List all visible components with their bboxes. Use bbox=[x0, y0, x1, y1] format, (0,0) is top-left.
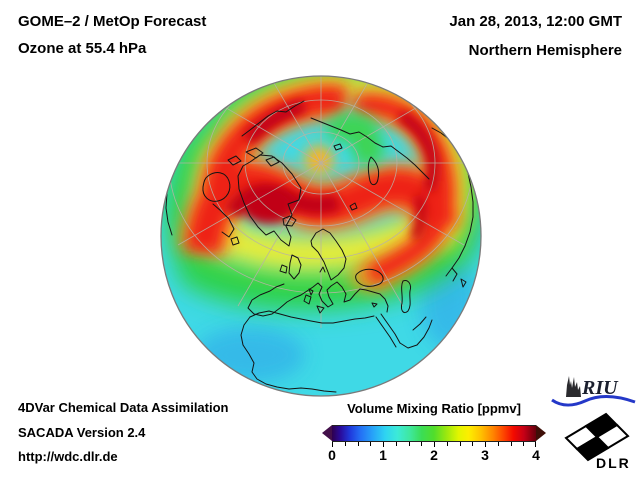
colorbar-title: Volume Mixing Ratio [ppmv] bbox=[347, 401, 521, 416]
coast-red-sea-west bbox=[375, 316, 397, 348]
coast-korea bbox=[451, 267, 458, 282]
riu-logo: RIU bbox=[551, 376, 636, 407]
colorbar-gradient bbox=[332, 425, 536, 442]
colorbar-arrow-left bbox=[322, 425, 332, 441]
tick-label-1: 1 bbox=[379, 447, 387, 463]
plot-title: GOME–2 / MetOp Forecast bbox=[18, 13, 207, 30]
coast-black-sea bbox=[355, 268, 384, 287]
coast-hudson-bay bbox=[202, 172, 231, 202]
coast-white-sea bbox=[349, 202, 358, 211]
coast-labrador bbox=[212, 203, 235, 238]
tick-label-4: 4 bbox=[532, 447, 540, 463]
coast-europe-mediterranean bbox=[247, 281, 389, 317]
footer-assimilation: 4DVar Chemical Data Assimilation bbox=[18, 400, 229, 415]
coast-north-africa bbox=[249, 310, 375, 324]
globe-outline bbox=[160, 75, 482, 397]
dlr-logo-text: DLR bbox=[596, 455, 631, 471]
coast-arctic-island-1 bbox=[245, 147, 264, 159]
coast-arctic-island-3 bbox=[227, 155, 242, 166]
coast-iceland bbox=[282, 215, 297, 227]
coast-corsica bbox=[308, 288, 314, 296]
footer-url: http://wdc.dlr.de bbox=[18, 449, 118, 464]
dlr-logo: DLR bbox=[564, 412, 631, 471]
coast-newfoundland bbox=[230, 236, 240, 246]
footer-version: SACADA Version 2.4 bbox=[18, 425, 146, 440]
coast-ireland bbox=[279, 264, 288, 274]
plot-subtitle: Ozone at 55.4 hPa bbox=[18, 40, 147, 57]
plot-region: Northern Hemisphere bbox=[468, 42, 622, 59]
coast-west-africa bbox=[240, 316, 337, 393]
coast-japan bbox=[460, 278, 467, 288]
colorbar: 0 1 2 3 4 bbox=[322, 425, 546, 465]
coast-arctic-island-2 bbox=[265, 156, 280, 167]
rhine-wave-icon bbox=[551, 395, 636, 407]
cathedral-icon bbox=[566, 376, 581, 397]
coast-scandinavia bbox=[310, 228, 347, 281]
coast-cyprus bbox=[371, 302, 378, 308]
plot-datetime: Jan 28, 2013, 12:00 GMT bbox=[449, 13, 622, 30]
coast-caspian-sea bbox=[401, 280, 411, 314]
coast-denmark bbox=[319, 266, 326, 273]
coast-alaska-bering bbox=[241, 100, 305, 137]
tick-label-2: 2 bbox=[430, 447, 438, 463]
coast-siberia-arctic bbox=[310, 117, 430, 180]
coast-arabia bbox=[399, 319, 433, 349]
coast-red-sea-east bbox=[380, 313, 401, 344]
coast-greenland bbox=[237, 154, 302, 247]
colorbar-arrow-right bbox=[536, 425, 546, 441]
colorbar-tick-labels: 0 1 2 3 4 bbox=[328, 447, 540, 463]
coast-sicily bbox=[316, 305, 325, 314]
colorbar-ticks bbox=[332, 442, 536, 448]
tick-label-0: 0 bbox=[328, 447, 336, 463]
coast-svalbard bbox=[333, 143, 343, 151]
coast-persian-gulf bbox=[412, 316, 427, 331]
coast-novaya-zemlya bbox=[367, 156, 380, 186]
dlr-star-icon bbox=[564, 412, 630, 462]
greenland-dark-core bbox=[242, 188, 294, 224]
coastlines bbox=[165, 100, 474, 393]
coast-britain bbox=[288, 254, 302, 280]
riu-logo-text: RIU bbox=[581, 377, 619, 399]
ozone-field bbox=[161, 76, 481, 396]
tick-label-3: 3 bbox=[481, 447, 489, 463]
coast-sardinia bbox=[303, 294, 312, 305]
